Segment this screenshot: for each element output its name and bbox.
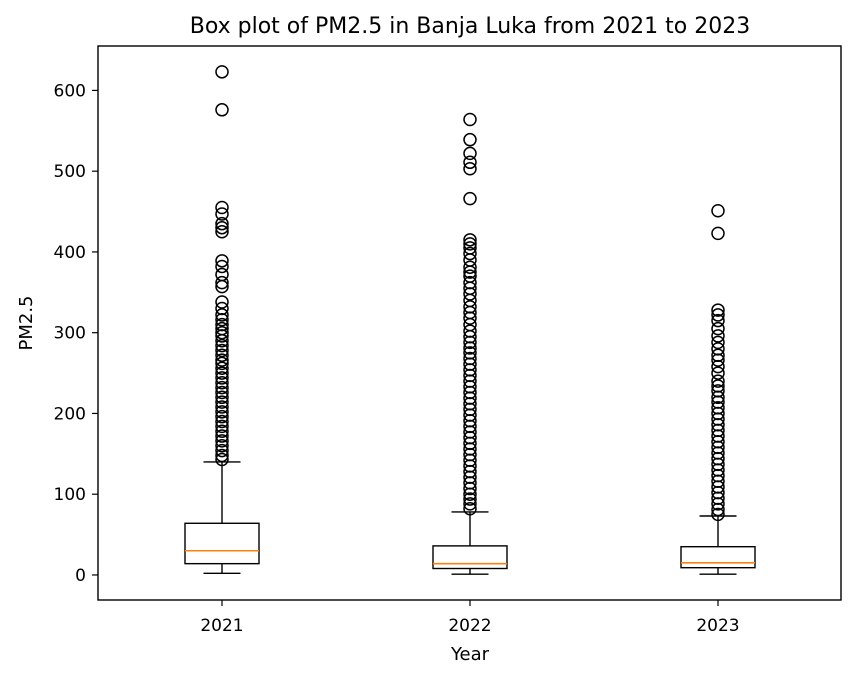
outlier-2023-3 xyxy=(711,308,725,322)
outlier-2021-44 xyxy=(215,448,229,463)
outlier-2022-20 xyxy=(463,311,477,325)
outlier-2021-20 xyxy=(215,334,229,348)
outlier-2021-12 xyxy=(215,295,229,309)
outlier-2023-10 xyxy=(711,353,725,367)
outlier-2021-11 xyxy=(215,279,229,294)
outlier-2022-9 xyxy=(463,246,477,261)
outlier-2023-37 xyxy=(711,507,725,522)
outlier-2021-30 xyxy=(215,380,229,395)
outlier-2021-4 xyxy=(215,216,229,231)
plot-area: 0 100 200 300 400 500 600 2021 2022 2023 xyxy=(54,45,842,636)
y-tick-label-0: 0 xyxy=(75,566,86,586)
outlier-2021-34 xyxy=(215,400,229,414)
y-tick-label-300: 300 xyxy=(54,324,86,344)
outlier-2021-40 xyxy=(215,429,229,443)
outlier-2023-13 xyxy=(711,374,725,388)
outlier-2021-32 xyxy=(215,390,229,405)
outlier-2022-12 xyxy=(463,265,477,279)
outlier-2021-7 xyxy=(215,254,229,268)
box-2022 xyxy=(432,545,508,570)
outlier-2022-11 xyxy=(463,260,477,275)
x-tick-label-2021: 2021 xyxy=(200,616,243,636)
outlier-2022-6 xyxy=(463,233,477,247)
outlier-2022-53 xyxy=(463,497,477,511)
outlier-2021-21 xyxy=(215,338,229,353)
outlier-2022-52 xyxy=(463,492,477,506)
outlier-2023-5 xyxy=(711,321,725,336)
y-tick-label-200: 200 xyxy=(54,404,86,424)
outlier-2021-39 xyxy=(215,424,229,438)
outlier-2021-36 xyxy=(215,409,229,424)
outlier-2021-35 xyxy=(215,405,229,419)
outlier-2022-5 xyxy=(463,191,477,206)
y-tick-label-500: 500 xyxy=(54,162,86,182)
outlier-2021-2 xyxy=(215,200,229,215)
outlier-2022-0 xyxy=(463,112,477,127)
outlier-2021-10 xyxy=(215,275,229,290)
outlier-2021-15 xyxy=(215,313,229,327)
outlier-2021-5 xyxy=(215,220,229,235)
outlier-2023-16 xyxy=(711,390,725,405)
y-tick-label-400: 400 xyxy=(54,243,86,263)
outlier-2023-11 xyxy=(711,359,725,374)
outlier-2023-7 xyxy=(711,335,725,350)
outlier-2021-42 xyxy=(215,439,229,453)
outlier-2021-26 xyxy=(215,361,229,375)
outlier-2023-1 xyxy=(711,226,725,241)
outlier-2021-25 xyxy=(215,356,229,371)
outlier-2021-45 xyxy=(215,452,229,467)
outlier-2021-18 xyxy=(215,325,229,340)
outlier-2022-1 xyxy=(463,132,477,147)
outlier-2023-4 xyxy=(711,313,725,328)
outlier-2022-54 xyxy=(463,501,477,516)
x-tick-label-2022: 2022 xyxy=(448,616,491,636)
outlier-2022-24 xyxy=(463,335,477,350)
outlier-2021-23 xyxy=(215,348,229,363)
outlier-2021-1 xyxy=(215,103,229,117)
outlier-2023-0 xyxy=(711,203,725,218)
outlier-2022-4 xyxy=(463,162,477,176)
outlier-2023-36 xyxy=(711,502,725,517)
outlier-2023-35 xyxy=(711,497,725,511)
outlier-2022-51 xyxy=(463,487,477,501)
outlier-2022-25 xyxy=(463,341,477,355)
outlier-2022-50 xyxy=(463,481,477,496)
y-tick-label-100: 100 xyxy=(54,485,86,505)
outlier-2023-6 xyxy=(711,329,725,343)
outlier-2021-0 xyxy=(215,65,229,79)
outlier-2021-6 xyxy=(215,224,229,239)
outlier-2021-38 xyxy=(215,419,229,434)
outlier-2021-28 xyxy=(215,371,229,385)
outlier-2023-2 xyxy=(711,303,725,317)
outlier-2021-31 xyxy=(215,385,229,400)
y-tick-label-600: 600 xyxy=(54,81,86,101)
outlier-2022-2 xyxy=(463,146,477,161)
outlier-2021-29 xyxy=(215,376,229,390)
outlier-2021-33 xyxy=(215,395,229,409)
outlier-2021-43 xyxy=(215,443,229,458)
outlier-2022-7 xyxy=(463,237,477,251)
outlier-2022-16 xyxy=(463,287,477,301)
outlier-2022-3 xyxy=(463,155,477,170)
box-2021 xyxy=(184,522,260,565)
box-2023 xyxy=(680,545,756,569)
y-axis-label: PM2.5 xyxy=(16,295,37,350)
outlier-2021-3 xyxy=(215,207,229,221)
x-axis-label: Year xyxy=(450,644,490,665)
outlier-2021-8 xyxy=(215,259,229,274)
x-tick-label-2023: 2023 xyxy=(696,616,739,636)
outlier-2021-22 xyxy=(215,343,229,358)
outlier-2021-41 xyxy=(215,434,229,448)
outlier-2021-37 xyxy=(215,414,229,429)
outlier-2021-14 xyxy=(215,308,229,322)
outlier-2021-19 xyxy=(215,329,229,343)
chart-title: Box plot of PM2.5 in Banja Luka from 202… xyxy=(190,14,751,39)
outlier-2021-27 xyxy=(215,366,229,380)
outlier-2021-24 xyxy=(215,353,229,367)
outlier-2023-12 xyxy=(711,366,725,380)
